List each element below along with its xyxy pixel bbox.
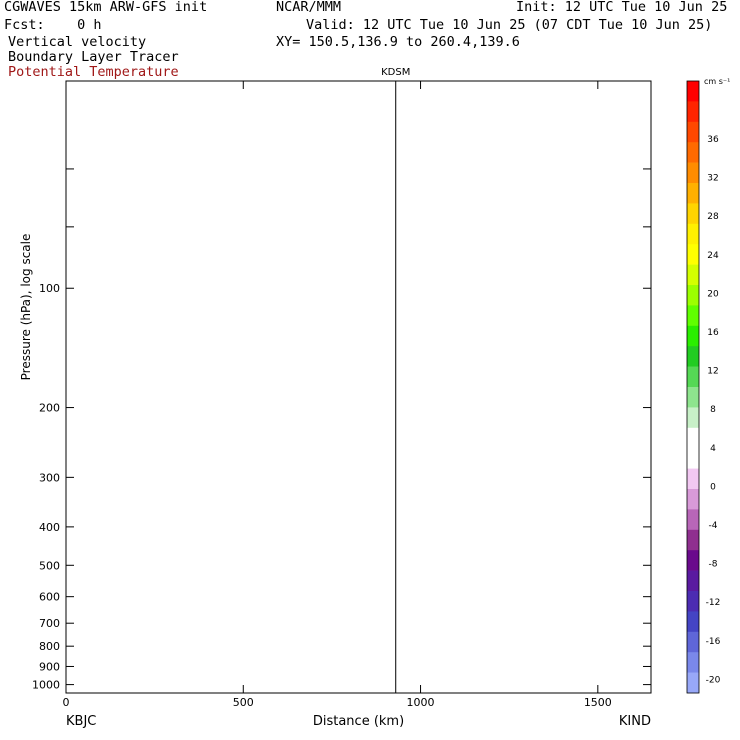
colorbar-swatch-20 [687,489,699,510]
colorbar-unit: cm s⁻¹ [704,77,730,86]
y-tick-label-100: 100 [39,282,60,295]
marker-label: KDSM [381,67,410,78]
field-potential-temperature: Potential Temperature [8,64,179,80]
field-vertical-velocity: Vertical velocity [8,34,147,50]
y-tick-label-400: 400 [39,521,60,534]
field-boundary-layer-tracer: Boundary Layer Tracer [8,49,179,65]
endpoint-left: KBJC [66,714,96,729]
colorbar-swatch-28 [687,652,699,673]
colorbar-tick-0: 36 [707,135,719,145]
colorbar-swatch-23 [687,550,699,571]
colorbar-swatch-9 [687,264,699,286]
colorbar-frame [686,80,700,694]
colorbar-swatch-18 [687,448,699,469]
colorbar-tick-12: -12 [706,598,721,608]
colorbar-swatch-10 [687,285,699,306]
colorbar-swatch-12 [687,325,699,347]
x-tick-label-1000: 1000 [407,696,435,709]
y-tick-label-800: 800 [39,640,60,653]
colorbar-swatch-8 [687,244,699,265]
colorbar-swatch-15 [687,387,699,408]
colorbar-tick-3: 24 [707,251,719,261]
colorbar-swatch-29 [687,672,699,694]
colorbar-swatch-26 [687,611,699,633]
xy-endpoints: XY= 150.5,136.9 to 260.4,139.6 [276,34,520,50]
colorbar-tick-13: -16 [706,637,721,647]
forecast-hour: Fcst: 0 h [4,17,102,33]
y-axis-label: Pressure (hPa), log scale [19,234,33,381]
colorbar-swatch-27 [687,631,699,653]
valid-time: Valid: 12 UTC Tue 10 Jun 25 (07 CDT Tue … [306,17,713,33]
y-tick-label-900: 900 [39,660,60,673]
colorbar-swatch-13 [687,346,699,367]
colorbar-swatch-7 [687,223,699,245]
x-tick-label-1500: 1500 [584,696,612,709]
colorbar-tick-2: 28 [707,212,719,222]
colorbar-swatch-22 [687,529,699,551]
y-tick-label-700: 700 [39,617,60,630]
colorbar-swatch-17 [687,427,699,449]
colorbar-tick-10: -4 [709,521,718,531]
colorbar-swatch-25 [687,591,699,612]
plot-frame [65,80,652,694]
colorbar-tick-14: -20 [706,675,721,685]
endpoint-right: KIND [619,714,651,729]
colorbar-tick-7: 8 [710,405,716,415]
colorbar: cm s⁻¹ 36 32 28 24 20 16 12 8 4 0 -4 -8 -12 -16 -20 [686,77,730,694]
y-tick-label-200: 200 [39,402,60,415]
colorbar-tick-5: 16 [707,328,719,338]
colorbar-swatch-5 [687,183,699,204]
colorbar-swatch-6 [687,203,699,225]
colorbar-swatch-4 [687,162,699,184]
init-time: Init: 12 UTC Tue 10 Jun 25 [516,0,728,15]
model-name: CGWAVES 15km ARW-GFS init [4,0,208,15]
colorbar-tick-8: 4 [710,444,716,454]
colorbar-swatch-2 [687,121,699,143]
colorbar-swatch-21 [687,509,699,531]
colorbar-tick-6: 12 [707,367,718,377]
colorbar-swatch-11 [687,305,699,327]
colorbar-tick-1: 32 [707,174,718,184]
colorbar-swatch-1 [687,101,699,123]
y-tick-label-600: 600 [39,591,60,604]
colorbar-swatch-16 [687,407,699,429]
x-tick-label-0: 0 [63,696,70,709]
colorbar-swatch-14 [687,366,699,388]
colorbar-swatch-24 [687,570,699,592]
colorbar-tick-4: 20 [707,289,719,299]
x-tick-label-500: 500 [233,696,254,709]
colorbar-tick-9: 0 [710,482,716,492]
institution-label: NCAR/MMM [276,0,342,15]
colorbar-tick-11: -8 [709,560,718,570]
y-tick-label-500: 500 [39,559,60,572]
colorbar-swatch-19 [687,468,699,490]
y-tick-label-300: 300 [39,471,60,484]
colorbar-swatch-0 [687,81,699,102]
y-tick-label-1000: 1000 [32,679,60,692]
colorbar-swatch-3 [687,142,699,163]
x-axis-label: Distance (km) [313,714,404,729]
